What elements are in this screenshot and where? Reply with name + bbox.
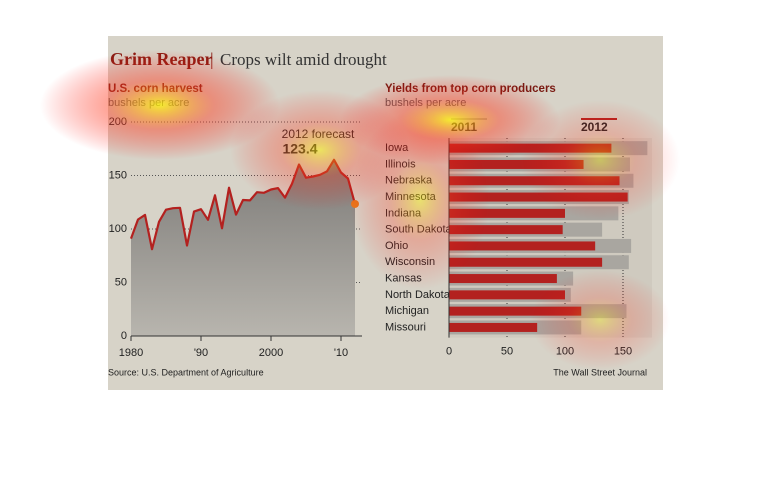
category-label: Michigan <box>385 305 429 317</box>
bar <box>449 290 565 300</box>
bar <box>449 225 563 235</box>
chart-title: Yields from top corn producers <box>385 83 556 95</box>
annotation: 2012 forecast <box>282 127 355 141</box>
category-label: Missouri <box>385 321 426 333</box>
y-tick-label: 200 <box>109 116 127 128</box>
x-tick-label: 100 <box>556 346 574 358</box>
bar <box>449 322 538 332</box>
value-label: 123.4 <box>282 141 317 157</box>
bar <box>449 257 603 267</box>
x-tick-label: 150 <box>614 346 632 358</box>
chart-title: U.S. corn harvest <box>108 83 203 95</box>
legend-label: 2011 <box>451 120 477 134</box>
x-tick-label: 50 <box>501 346 513 358</box>
category-label: Kansas <box>385 272 422 284</box>
axis-label: bushels per acre <box>108 97 189 109</box>
axis-label: bushels per acre <box>385 97 466 109</box>
credit: The Wall Street Journal <box>553 367 647 377</box>
source: Source: U.S. Department of Agriculture <box>108 367 264 377</box>
category-label: Wisconsin <box>385 256 435 268</box>
bar <box>449 274 557 284</box>
bar <box>449 306 582 316</box>
subtitle: Crops wilt amid drought <box>220 50 387 69</box>
category-label: Indiana <box>385 207 422 219</box>
category-label: Illinois <box>385 158 416 170</box>
bar <box>449 176 620 186</box>
x-tick-label: 2000 <box>259 347 283 359</box>
category-label: Nebraska <box>385 175 433 187</box>
bar <box>449 208 565 218</box>
legend-label: 2012 <box>581 120 608 134</box>
x-tick-label: '90 <box>194 347 208 359</box>
bar <box>449 192 628 202</box>
category-label: Iowa <box>385 142 409 154</box>
y-tick-label: 100 <box>109 223 127 235</box>
y-tick-label: 0 <box>121 330 127 342</box>
x-tick-label: '10 <box>334 347 348 359</box>
forecast-point <box>351 199 359 208</box>
category-label: North Dakota <box>385 289 451 301</box>
category-label: Minnesota <box>385 191 437 203</box>
category-label: Ohio <box>385 240 408 252</box>
title: Grim Reaper <box>110 49 212 69</box>
bar <box>449 159 584 169</box>
y-tick-label: 150 <box>109 169 127 181</box>
x-tick-label: 0 <box>446 346 452 358</box>
y-tick-label: 50 <box>115 276 127 288</box>
title-divider: | <box>210 49 214 69</box>
category-label: South Dakota <box>385 224 453 236</box>
bar <box>449 241 596 251</box>
bar <box>449 143 612 153</box>
x-tick-label: 1980 <box>119 347 143 359</box>
